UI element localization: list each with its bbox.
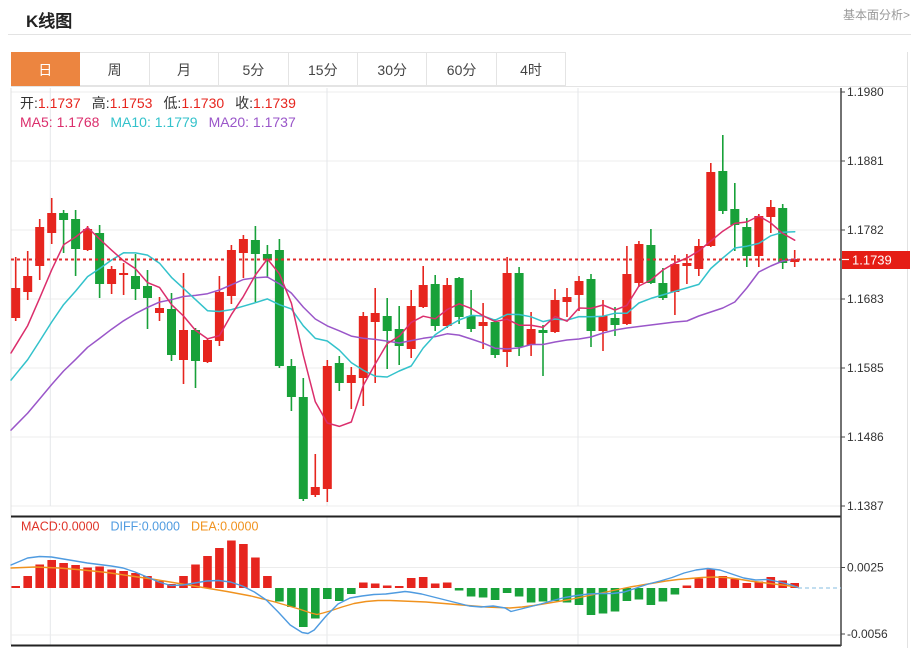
svg-text:1.1739: 1.1739 bbox=[852, 253, 892, 268]
svg-text:1.1980: 1.1980 bbox=[847, 85, 884, 99]
svg-text:1.1585: 1.1585 bbox=[847, 361, 884, 375]
svg-text:1.1782: 1.1782 bbox=[847, 223, 884, 237]
svg-text:-0.0056: -0.0056 bbox=[847, 627, 888, 641]
svg-text:1.1387: 1.1387 bbox=[847, 499, 884, 513]
svg-text:1.1881: 1.1881 bbox=[847, 154, 884, 168]
svg-text:1.1486: 1.1486 bbox=[847, 430, 884, 444]
svg-text:1.1683: 1.1683 bbox=[847, 292, 884, 306]
svg-text:0.0025: 0.0025 bbox=[847, 561, 884, 575]
